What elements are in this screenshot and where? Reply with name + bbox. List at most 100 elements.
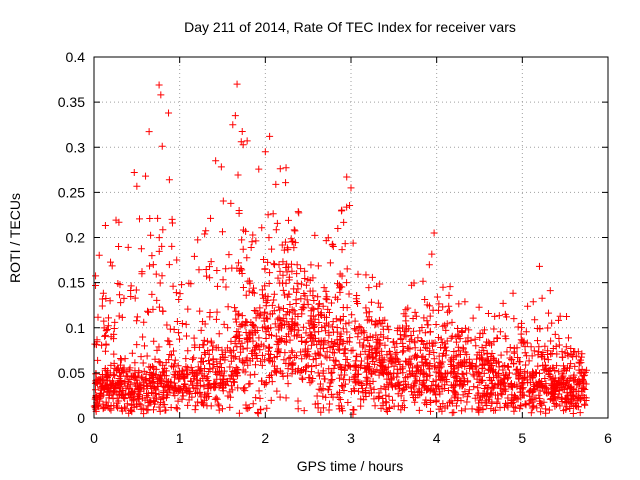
data-point [239,358,247,366]
data-point [152,386,160,394]
data-point [500,375,508,383]
data-point [460,358,468,366]
data-point [422,386,430,394]
data-point [353,353,361,361]
data-point [319,302,327,310]
data-point [379,369,387,377]
data-point [168,242,176,250]
data-point [564,334,572,342]
data-point [441,369,449,377]
data-point [303,296,311,304]
data-point [399,387,407,395]
data-point [411,339,419,347]
data-point [281,238,289,246]
data-point [385,356,393,364]
data-point [185,389,193,397]
data-point [325,308,333,316]
data-point [212,381,220,389]
data-point [137,245,145,253]
data-point [291,239,299,247]
data-point [261,265,269,273]
data-point [352,379,360,387]
data-point [255,334,263,342]
x-tick-labels: 0 1 2 3 4 5 6 [90,430,612,446]
data-point [544,356,552,364]
data-point [341,371,349,379]
data-point [320,375,328,383]
data-point [338,246,346,254]
data-point [579,384,587,392]
data-point [214,368,222,376]
data-point [464,337,472,345]
data-point [506,343,514,351]
data-point [209,364,217,372]
data-point [203,337,211,345]
data-point [402,333,410,341]
data-point [555,341,563,349]
data-point [569,353,577,361]
data-point [363,333,371,341]
data-point [534,383,542,391]
data-point [364,337,372,345]
data-point [292,296,300,304]
data-point [336,333,344,341]
data-point [422,396,430,404]
data-point [479,406,487,414]
data-point [214,344,222,352]
data-point [426,385,434,393]
data-point [245,287,253,295]
data-point [548,319,556,327]
data-point [465,386,473,394]
data-point [127,292,135,300]
data-point [371,360,379,368]
data-point [323,313,331,321]
data-point [102,373,110,381]
data-point [127,282,135,290]
data-point [265,350,273,358]
data-point [495,358,503,366]
data-point [410,381,418,389]
data-point [391,350,399,358]
data-point [513,365,521,373]
data-point [200,383,208,391]
data-point [285,354,293,362]
data-point [529,298,537,306]
data-point [384,322,392,330]
data-point [231,304,239,312]
data-point [399,339,407,347]
data-point [224,303,232,311]
data-point [558,348,566,356]
data-point [395,385,403,393]
x-tick-label: 1 [176,430,184,446]
data-point [239,385,247,393]
data-point [133,317,141,325]
data-point [419,369,427,377]
data-point [455,347,463,355]
data-point [438,407,446,415]
data-point [372,331,380,339]
data-point [228,372,236,380]
data-point [365,389,373,397]
data-point [110,335,118,343]
data-point [375,393,383,401]
data-point [411,372,419,380]
data-point [102,295,110,303]
data-point [201,396,209,404]
data-point [172,384,180,392]
data-point [159,401,167,409]
data-point [384,383,392,391]
data-point [184,370,192,378]
data-point [139,333,147,341]
data-point [294,208,302,216]
data-point [249,288,257,296]
data-point [298,338,306,346]
data-point [529,369,537,377]
data-point [440,344,448,352]
data-point [511,404,519,412]
data-point [248,238,256,246]
data-point [291,367,299,375]
data-point [170,325,178,333]
data-point [459,391,467,399]
data-point [152,365,160,373]
data-point [416,376,424,384]
